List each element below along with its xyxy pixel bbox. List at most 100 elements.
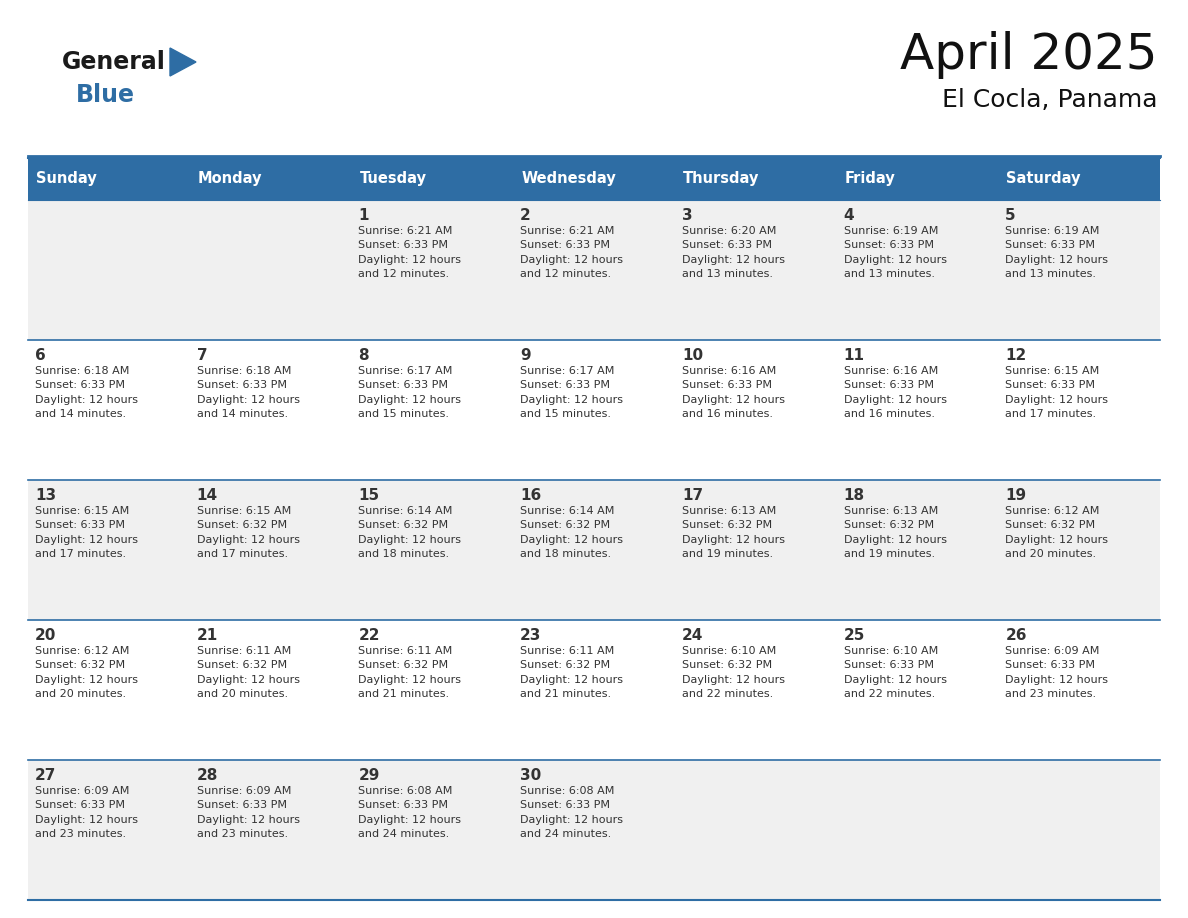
Bar: [29, 158, 190, 200]
Bar: [675, 158, 836, 200]
Bar: [998, 480, 1159, 620]
Bar: [29, 200, 190, 340]
Text: 15: 15: [359, 488, 379, 503]
Text: Sunrise: 6:20 AM
Sunset: 6:33 PM
Daylight: 12 hours
and 13 minutes.: Sunrise: 6:20 AM Sunset: 6:33 PM Dayligh…: [682, 226, 785, 279]
Text: Sunrise: 6:19 AM
Sunset: 6:33 PM
Daylight: 12 hours
and 13 minutes.: Sunrise: 6:19 AM Sunset: 6:33 PM Dayligh…: [843, 226, 947, 279]
Text: Sunrise: 6:13 AM
Sunset: 6:32 PM
Daylight: 12 hours
and 19 minutes.: Sunrise: 6:13 AM Sunset: 6:32 PM Dayligh…: [843, 506, 947, 559]
Bar: [352, 480, 513, 620]
Text: 11: 11: [843, 348, 865, 363]
Bar: [190, 158, 352, 200]
Bar: [998, 620, 1159, 760]
Text: Sunrise: 6:11 AM
Sunset: 6:32 PM
Daylight: 12 hours
and 21 minutes.: Sunrise: 6:11 AM Sunset: 6:32 PM Dayligh…: [520, 646, 624, 700]
Text: 22: 22: [359, 628, 380, 643]
Text: Sunrise: 6:09 AM
Sunset: 6:33 PM
Daylight: 12 hours
and 23 minutes.: Sunrise: 6:09 AM Sunset: 6:33 PM Dayligh…: [1005, 646, 1108, 700]
Text: 16: 16: [520, 488, 542, 503]
Text: Sunrise: 6:21 AM
Sunset: 6:33 PM
Daylight: 12 hours
and 12 minutes.: Sunrise: 6:21 AM Sunset: 6:33 PM Dayligh…: [359, 226, 461, 279]
Text: Sunrise: 6:14 AM
Sunset: 6:32 PM
Daylight: 12 hours
and 18 minutes.: Sunrise: 6:14 AM Sunset: 6:32 PM Dayligh…: [359, 506, 461, 559]
Text: 18: 18: [843, 488, 865, 503]
Bar: [29, 760, 190, 900]
Bar: [513, 620, 675, 760]
Text: 13: 13: [34, 488, 56, 503]
Text: Sunrise: 6:11 AM
Sunset: 6:32 PM
Daylight: 12 hours
and 20 minutes.: Sunrise: 6:11 AM Sunset: 6:32 PM Dayligh…: [197, 646, 299, 700]
Bar: [836, 340, 998, 480]
Bar: [29, 480, 190, 620]
Text: Sunrise: 6:09 AM
Sunset: 6:33 PM
Daylight: 12 hours
and 23 minutes.: Sunrise: 6:09 AM Sunset: 6:33 PM Dayligh…: [197, 786, 299, 839]
Bar: [998, 760, 1159, 900]
Text: Sunrise: 6:10 AM
Sunset: 6:33 PM
Daylight: 12 hours
and 22 minutes.: Sunrise: 6:10 AM Sunset: 6:33 PM Dayligh…: [843, 646, 947, 700]
Text: 9: 9: [520, 348, 531, 363]
Bar: [675, 200, 836, 340]
Text: Blue: Blue: [76, 83, 135, 107]
Text: 25: 25: [843, 628, 865, 643]
Text: Sunrise: 6:19 AM
Sunset: 6:33 PM
Daylight: 12 hours
and 13 minutes.: Sunrise: 6:19 AM Sunset: 6:33 PM Dayligh…: [1005, 226, 1108, 279]
Text: Sunrise: 6:12 AM
Sunset: 6:32 PM
Daylight: 12 hours
and 20 minutes.: Sunrise: 6:12 AM Sunset: 6:32 PM Dayligh…: [1005, 506, 1108, 559]
Text: 27: 27: [34, 768, 56, 783]
Bar: [675, 620, 836, 760]
Text: 10: 10: [682, 348, 703, 363]
Text: Sunrise: 6:13 AM
Sunset: 6:32 PM
Daylight: 12 hours
and 19 minutes.: Sunrise: 6:13 AM Sunset: 6:32 PM Dayligh…: [682, 506, 785, 559]
Bar: [29, 340, 190, 480]
Text: 3: 3: [682, 208, 693, 223]
Text: 30: 30: [520, 768, 542, 783]
Text: Sunrise: 6:21 AM
Sunset: 6:33 PM
Daylight: 12 hours
and 12 minutes.: Sunrise: 6:21 AM Sunset: 6:33 PM Dayligh…: [520, 226, 624, 279]
Text: 2: 2: [520, 208, 531, 223]
Text: Sunrise: 6:09 AM
Sunset: 6:33 PM
Daylight: 12 hours
and 23 minutes.: Sunrise: 6:09 AM Sunset: 6:33 PM Dayligh…: [34, 786, 138, 839]
Text: 12: 12: [1005, 348, 1026, 363]
Bar: [190, 340, 352, 480]
Bar: [998, 200, 1159, 340]
Text: Sunrise: 6:17 AM
Sunset: 6:33 PM
Daylight: 12 hours
and 15 minutes.: Sunrise: 6:17 AM Sunset: 6:33 PM Dayligh…: [520, 366, 624, 420]
Text: 20: 20: [34, 628, 56, 643]
Text: 1: 1: [359, 208, 369, 223]
Text: Saturday: Saturday: [1006, 172, 1081, 186]
Text: 14: 14: [197, 488, 217, 503]
Bar: [513, 760, 675, 900]
Text: Sunrise: 6:10 AM
Sunset: 6:32 PM
Daylight: 12 hours
and 22 minutes.: Sunrise: 6:10 AM Sunset: 6:32 PM Dayligh…: [682, 646, 785, 700]
Bar: [513, 480, 675, 620]
Text: Sunrise: 6:08 AM
Sunset: 6:33 PM
Daylight: 12 hours
and 24 minutes.: Sunrise: 6:08 AM Sunset: 6:33 PM Dayligh…: [520, 786, 624, 839]
Bar: [29, 620, 190, 760]
Bar: [190, 760, 352, 900]
Bar: [513, 340, 675, 480]
Bar: [513, 158, 675, 200]
Bar: [998, 158, 1159, 200]
Bar: [190, 200, 352, 340]
Text: Sunrise: 6:08 AM
Sunset: 6:33 PM
Daylight: 12 hours
and 24 minutes.: Sunrise: 6:08 AM Sunset: 6:33 PM Dayligh…: [359, 786, 461, 839]
Bar: [836, 480, 998, 620]
Text: Sunrise: 6:17 AM
Sunset: 6:33 PM
Daylight: 12 hours
and 15 minutes.: Sunrise: 6:17 AM Sunset: 6:33 PM Dayligh…: [359, 366, 461, 420]
Text: Sunrise: 6:15 AM
Sunset: 6:33 PM
Daylight: 12 hours
and 17 minutes.: Sunrise: 6:15 AM Sunset: 6:33 PM Dayligh…: [34, 506, 138, 559]
Text: 5: 5: [1005, 208, 1016, 223]
Text: Sunday: Sunday: [36, 172, 96, 186]
Text: 17: 17: [682, 488, 703, 503]
Polygon shape: [170, 48, 196, 76]
Text: Sunrise: 6:12 AM
Sunset: 6:32 PM
Daylight: 12 hours
and 20 minutes.: Sunrise: 6:12 AM Sunset: 6:32 PM Dayligh…: [34, 646, 138, 700]
Bar: [836, 760, 998, 900]
Text: 4: 4: [843, 208, 854, 223]
Bar: [998, 340, 1159, 480]
Text: 6: 6: [34, 348, 46, 363]
Bar: [352, 760, 513, 900]
Text: Monday: Monday: [197, 172, 263, 186]
Bar: [675, 760, 836, 900]
Text: 28: 28: [197, 768, 219, 783]
Text: 24: 24: [682, 628, 703, 643]
Text: Sunrise: 6:16 AM
Sunset: 6:33 PM
Daylight: 12 hours
and 16 minutes.: Sunrise: 6:16 AM Sunset: 6:33 PM Dayligh…: [843, 366, 947, 420]
Text: Sunrise: 6:15 AM
Sunset: 6:32 PM
Daylight: 12 hours
and 17 minutes.: Sunrise: 6:15 AM Sunset: 6:32 PM Dayligh…: [197, 506, 299, 559]
Text: April 2025: April 2025: [901, 31, 1158, 79]
Text: Sunrise: 6:15 AM
Sunset: 6:33 PM
Daylight: 12 hours
and 17 minutes.: Sunrise: 6:15 AM Sunset: 6:33 PM Dayligh…: [1005, 366, 1108, 420]
Bar: [352, 620, 513, 760]
Text: Sunrise: 6:11 AM
Sunset: 6:32 PM
Daylight: 12 hours
and 21 minutes.: Sunrise: 6:11 AM Sunset: 6:32 PM Dayligh…: [359, 646, 461, 700]
Text: 23: 23: [520, 628, 542, 643]
Text: 29: 29: [359, 768, 380, 783]
Text: 26: 26: [1005, 628, 1026, 643]
Text: General: General: [62, 50, 166, 74]
Text: Wednesday: Wednesday: [522, 172, 615, 186]
Text: Sunrise: 6:18 AM
Sunset: 6:33 PM
Daylight: 12 hours
and 14 minutes.: Sunrise: 6:18 AM Sunset: 6:33 PM Dayligh…: [197, 366, 299, 420]
Text: 7: 7: [197, 348, 208, 363]
Bar: [513, 200, 675, 340]
Bar: [675, 480, 836, 620]
Text: El Cocla, Panama: El Cocla, Panama: [942, 88, 1158, 112]
Text: Friday: Friday: [845, 172, 896, 186]
Text: Thursday: Thursday: [683, 172, 759, 186]
Bar: [836, 620, 998, 760]
Text: 21: 21: [197, 628, 217, 643]
